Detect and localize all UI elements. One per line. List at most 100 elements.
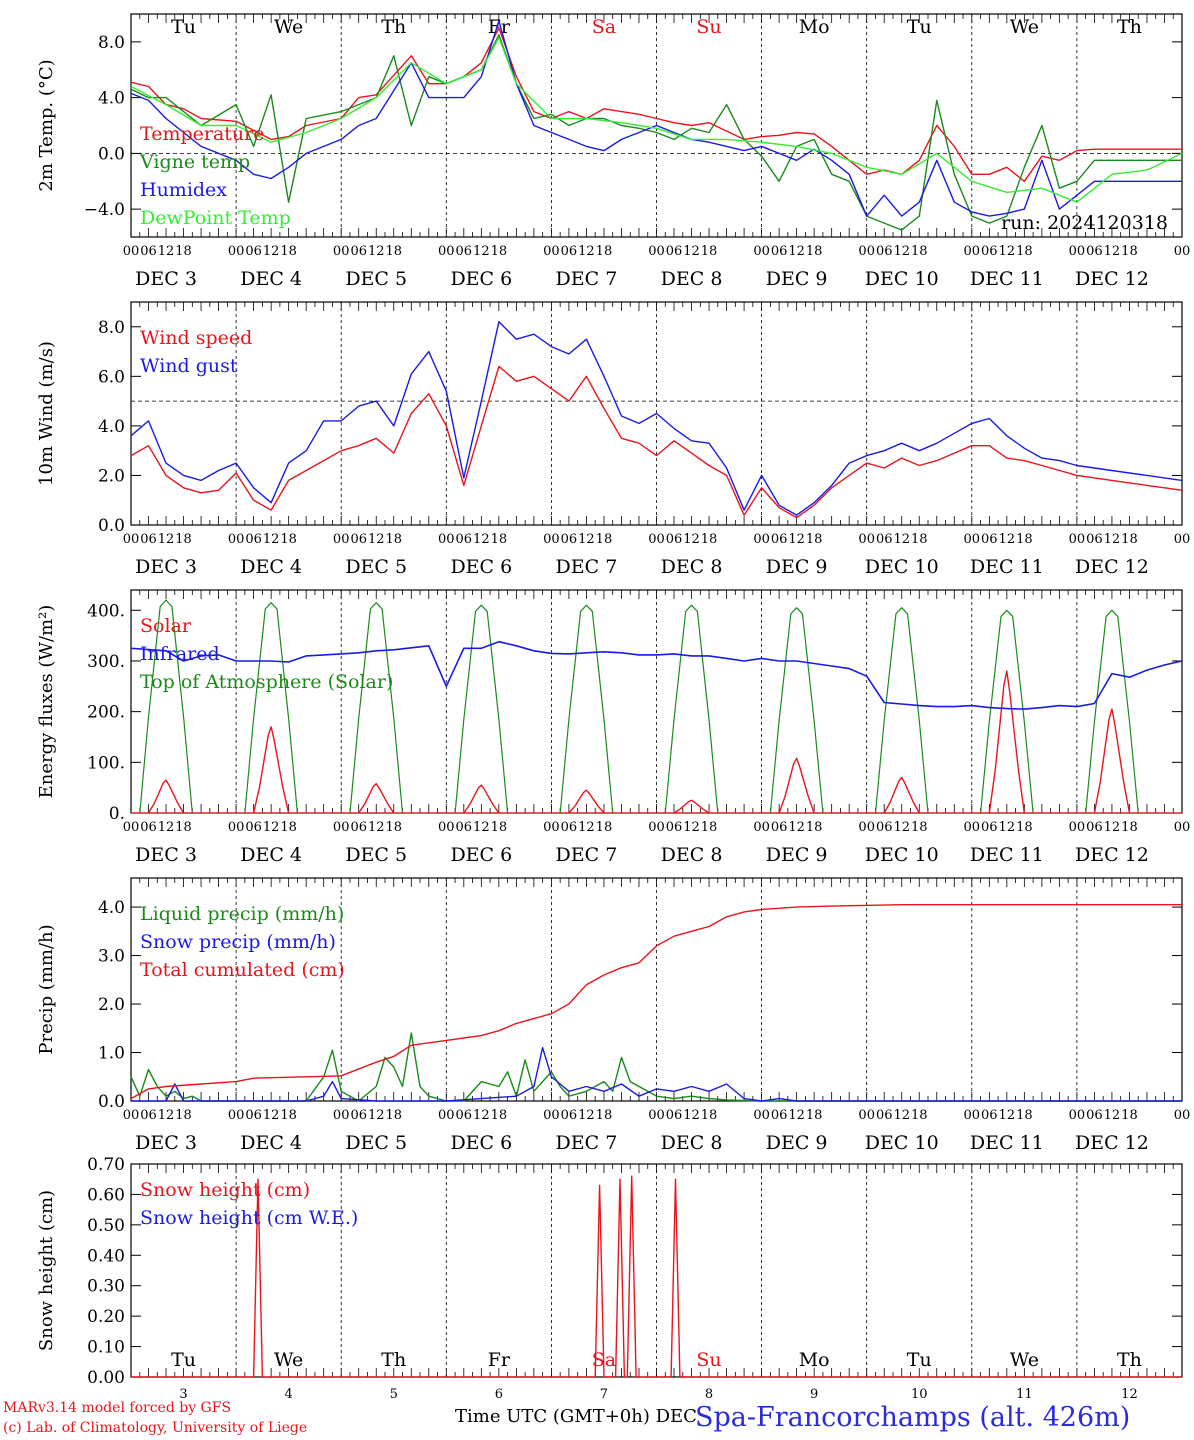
- hour-tick-label: 12: [1104, 820, 1121, 835]
- hour-tick-label: 06: [981, 1108, 998, 1123]
- hour-tick-label: 06: [876, 820, 893, 835]
- hour-tick-label: 00: [648, 1108, 665, 1123]
- hour-tick-label: 18: [596, 820, 613, 835]
- hour-tick-label: 18: [806, 532, 823, 547]
- day-number-label: 3: [179, 1387, 187, 1402]
- y-tick-label: 200.: [87, 703, 125, 723]
- hour-tick-label: 18: [385, 1108, 402, 1123]
- legend-label: Liquid precip (mm/h): [140, 903, 344, 925]
- hour-tick-label: 12: [368, 244, 385, 259]
- day-number-label: 10: [911, 1387, 928, 1402]
- hour-tick-label: 00: [964, 820, 981, 835]
- y-tick-label: 0.60: [87, 1185, 125, 1205]
- hour-tick-label: 06: [981, 532, 998, 547]
- y-tick-label: 1.0: [98, 1044, 125, 1064]
- hour-tick-label: 12: [683, 820, 700, 835]
- day-of-week-label: Su: [696, 16, 721, 38]
- hour-tick-label: 18: [491, 244, 508, 259]
- date-label: DEC 9: [766, 1132, 828, 1154]
- hour-tick-label: 06: [350, 1108, 367, 1123]
- hour-tick-label: 18: [806, 244, 823, 259]
- y-tick-label: 3.0: [98, 947, 125, 967]
- hour-tick-label: 06: [561, 820, 578, 835]
- hour-tick-label: 12: [473, 1108, 490, 1123]
- hour-tick-label: 06: [140, 532, 157, 547]
- legend-label: Snow height (cm): [140, 1179, 310, 1201]
- model-credit: MARv3.14 model forced by GFS: [3, 1400, 232, 1416]
- hour-tick-label: 18: [175, 532, 192, 547]
- hour-tick-label: 06: [561, 244, 578, 259]
- series-line-1: [130, 321, 1183, 516]
- hour-tick-label: 00: [858, 244, 875, 259]
- x-axis-label: Time UTC (GMT+0h) DEC: [455, 1406, 697, 1427]
- hour-tick-label: 18: [1016, 1108, 1033, 1123]
- y-axis-label: 10m Wind (m/s): [36, 341, 57, 486]
- hour-tick-label: 12: [893, 244, 910, 259]
- hour-tick-label: 18: [491, 1108, 508, 1123]
- date-label: DEC 10: [865, 556, 939, 578]
- legend-label: Vigne temp: [139, 151, 250, 173]
- hour-tick-label: 18: [806, 1108, 823, 1123]
- legend-label: DewPoint Temp: [140, 207, 291, 229]
- y-tick-label: 0.0: [98, 144, 125, 164]
- hour-tick-label: 06: [245, 820, 262, 835]
- day-of-week-label: Mo: [799, 16, 830, 38]
- hour-tick-label: 18: [175, 820, 192, 835]
- hour-tick-label: 00: [1174, 244, 1191, 259]
- hour-tick-label: 06: [771, 532, 788, 547]
- hour-tick-label: 12: [578, 1108, 595, 1123]
- date-label: DEC 7: [556, 268, 618, 290]
- day-of-week-label: Tu: [171, 16, 196, 38]
- date-label: DEC 12: [1075, 268, 1149, 290]
- y-tick-label: 2.0: [98, 466, 125, 486]
- date-label: DEC 5: [345, 844, 407, 866]
- day-number-label: 12: [1121, 1387, 1138, 1402]
- toa-solar-line: [559, 604, 614, 814]
- date-label: DEC 4: [240, 844, 302, 866]
- hour-tick-label: 18: [385, 244, 402, 259]
- y-tick-label: 0.0: [98, 516, 125, 536]
- toa-solar-line: [769, 607, 824, 814]
- day-number-label: 5: [390, 1387, 398, 1402]
- hour-tick-label: 06: [1086, 820, 1103, 835]
- date-label: DEC 7: [556, 1132, 618, 1154]
- hour-tick-label: 00: [1174, 532, 1191, 547]
- y-tick-label: 4.0: [98, 898, 125, 918]
- legend-label: Infrared: [140, 643, 220, 665]
- day-of-week-label: Sa: [592, 16, 616, 38]
- date-label: DEC 8: [661, 844, 723, 866]
- solar-line: [463, 784, 500, 814]
- y-tick-label: 100.: [87, 753, 125, 773]
- series-line-2: [130, 904, 1182, 1100]
- day-of-week-label: Mo: [799, 1349, 830, 1371]
- y-axis-label: Snow height (cm): [36, 1190, 57, 1351]
- hour-tick-label: 00: [228, 820, 245, 835]
- day-of-week-label: Tu: [907, 1349, 932, 1371]
- hour-tick-label: 06: [876, 1108, 893, 1123]
- legend-label: Wind speed: [140, 327, 252, 349]
- hour-tick-label: 18: [911, 820, 928, 835]
- hour-tick-label: 18: [280, 820, 297, 835]
- hour-tick-label: 00: [123, 532, 140, 547]
- hour-tick-label: 12: [473, 820, 490, 835]
- day-of-week-label: Th: [1117, 1349, 1142, 1371]
- hour-tick-label: 00: [753, 820, 770, 835]
- date-label: DEC 8: [661, 1132, 723, 1154]
- toa-solar-line: [664, 604, 719, 814]
- solar-line: [883, 776, 920, 814]
- date-label: DEC 7: [556, 556, 618, 578]
- hour-tick-label: 12: [578, 244, 595, 259]
- hour-tick-label: 12: [578, 532, 595, 547]
- date-label: DEC 12: [1075, 1132, 1149, 1154]
- hour-tick-label: 00: [123, 1108, 140, 1123]
- hour-tick-label: 06: [1086, 532, 1103, 547]
- date-label: DEC 11: [970, 844, 1044, 866]
- hour-tick-label: 18: [1016, 820, 1033, 835]
- hour-tick-label: 18: [911, 244, 928, 259]
- date-label: DEC 9: [766, 556, 828, 578]
- legend-label: Total cumulated (cm): [140, 959, 345, 981]
- hour-tick-label: 00: [438, 532, 455, 547]
- legend-label: Snow precip (mm/h): [140, 931, 336, 953]
- hour-tick-label: 06: [456, 244, 473, 259]
- day-of-week-label: Fr: [488, 1349, 511, 1371]
